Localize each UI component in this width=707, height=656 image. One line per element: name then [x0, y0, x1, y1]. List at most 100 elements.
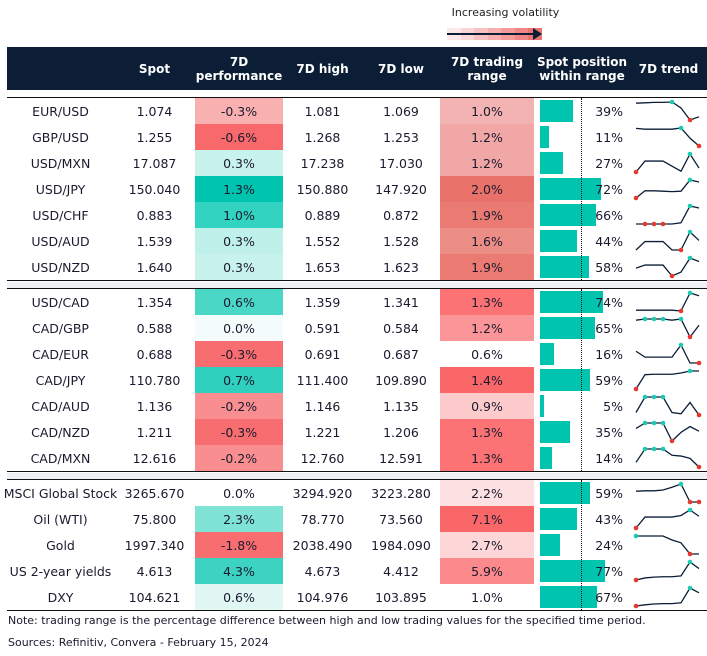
trend-max-marker [687, 255, 693, 261]
trend-max-marker [660, 446, 666, 452]
table-row: CAD/GBP 0.588 0.0% 0.591 0.584 1.2% 65% [7, 315, 707, 341]
cell-low: 0.584 [383, 320, 419, 336]
trend-max-marker [687, 203, 693, 209]
cell-range: 0.6% [440, 341, 534, 367]
trend-min-marker [687, 334, 693, 340]
cell-name: USD/NZD [31, 259, 90, 275]
position-percent: 66% [595, 207, 623, 223]
cell-perf: 0.0% [195, 315, 283, 341]
cell-perf: 0.7% [195, 367, 283, 393]
cell-spot: 1997.340 [124, 537, 185, 553]
trend-max-marker [651, 394, 657, 400]
header-range-line2: range [467, 68, 507, 83]
cell-range: 5.9% [440, 558, 534, 584]
trend-min-marker [633, 577, 639, 583]
trend-max-marker [687, 177, 693, 183]
table-row: MSCI Global Stock 3265.670 0.0% 3294.920 322… [4, 480, 707, 506]
cell-range: 1.3% [440, 289, 534, 315]
cell-low: 1.623 [383, 259, 419, 275]
trend-sparkline [633, 368, 699, 392]
trend-sparkline [633, 533, 699, 557]
trend-min-marker [633, 195, 639, 201]
trend-line [635, 396, 700, 416]
cell-low: 1.528 [383, 233, 419, 249]
cell-name: USD/JPY [35, 181, 86, 197]
cell-low: 1984.090 [371, 537, 431, 553]
volatility-legend-label: Increasing volatility [451, 6, 560, 19]
cell-high: 0.691 [304, 346, 341, 362]
cell-low: 4.412 [383, 563, 419, 579]
cell-high: 1.552 [304, 233, 341, 249]
cell-range: 1.9% [440, 254, 534, 280]
header-range: 7D trading range [440, 47, 534, 90]
position-percent: 43% [595, 511, 623, 527]
cell-high: 0.591 [304, 320, 341, 336]
cell-low: 0.687 [383, 346, 419, 362]
cell-range: 1.0% [440, 584, 534, 610]
position-bar [540, 508, 577, 530]
trend-max-marker [678, 125, 684, 131]
cell-perf: 0.6% [195, 289, 283, 315]
cell-low: 109.890 [375, 372, 427, 388]
cell-spot: 150.040 [128, 181, 181, 197]
header-perf-line2: performance [195, 68, 283, 83]
header-trend: 7D trend [638, 61, 699, 76]
cell-spot: 17.087 [132, 155, 177, 171]
position-bar [540, 534, 561, 556]
cell-low: 17.030 [379, 155, 423, 171]
cell-high: 1.359 [304, 294, 341, 310]
cell-spot: 75.800 [132, 511, 177, 527]
cell-spot: 1.074 [136, 103, 173, 119]
trend-max-marker [660, 316, 666, 322]
cell-low: 147.920 [375, 181, 427, 197]
position-percent: 24% [595, 537, 623, 553]
cell-perf: 0.3% [195, 228, 283, 254]
cell-name: CAD/JPY [35, 372, 86, 388]
position-percent: 77% [595, 563, 623, 579]
cell-name: DXY [47, 589, 74, 605]
table-row: USD/CHF 0.883 1.0% 0.889 0.872 1.9% 66% [7, 202, 707, 228]
position-percent: 59% [595, 372, 623, 388]
midpoint-dotted-line [581, 289, 582, 471]
trend-line [635, 509, 700, 529]
position-percent: 65% [595, 320, 623, 336]
trend-min-marker [687, 117, 693, 123]
table-row: Gold 1997.340 -1.8% 2038.490 1984.090 2.7% 24% [7, 532, 707, 558]
volatility-arrow-line [447, 33, 535, 35]
trend-max-marker [642, 420, 648, 426]
header-range-line1: 7D trading [450, 54, 524, 69]
header-pos-line2: within range [539, 68, 625, 83]
trend-sparkline [635, 255, 700, 279]
trend-sparkline [635, 229, 700, 253]
trend-sparkline [635, 481, 702, 505]
cell-range: 1.4% [440, 367, 534, 393]
trend-min-marker [696, 412, 702, 418]
trend-sparkline [633, 507, 700, 531]
header-position: Spot position within range [534, 47, 630, 90]
trend-sparkline [635, 316, 700, 340]
cell-high: 111.400 [296, 372, 349, 388]
trend-line [635, 483, 699, 503]
cell-spot: 1.255 [136, 129, 173, 145]
trend-max-marker [660, 394, 666, 400]
cell-name: Oil (WTI) [33, 511, 88, 527]
position-bar [540, 560, 606, 582]
trend-sparkline [633, 177, 700, 201]
cell-spot: 1.136 [136, 398, 173, 414]
trend-sparkline [635, 342, 702, 366]
position-bar [540, 100, 574, 122]
trend-sparkline [635, 99, 700, 123]
trend-min-marker [633, 169, 639, 175]
header-perf-line1: 7D [229, 54, 249, 69]
table-section: EUR/USD 1.074 -0.3% 1.081 1.069 1.0% 39% GBP/US… [7, 97, 707, 281]
trend-min-marker [633, 603, 639, 609]
position-percent: 16% [595, 346, 623, 362]
position-bar [540, 369, 591, 391]
midpoint-dotted-line [581, 98, 582, 280]
cell-spot: 104.621 [128, 589, 181, 605]
position-percent: 35% [595, 424, 623, 440]
trend-sparkline [635, 125, 702, 149]
cell-high: 150.880 [296, 181, 349, 197]
position-percent: 67% [595, 589, 623, 605]
cell-high: 2038.490 [292, 537, 353, 553]
